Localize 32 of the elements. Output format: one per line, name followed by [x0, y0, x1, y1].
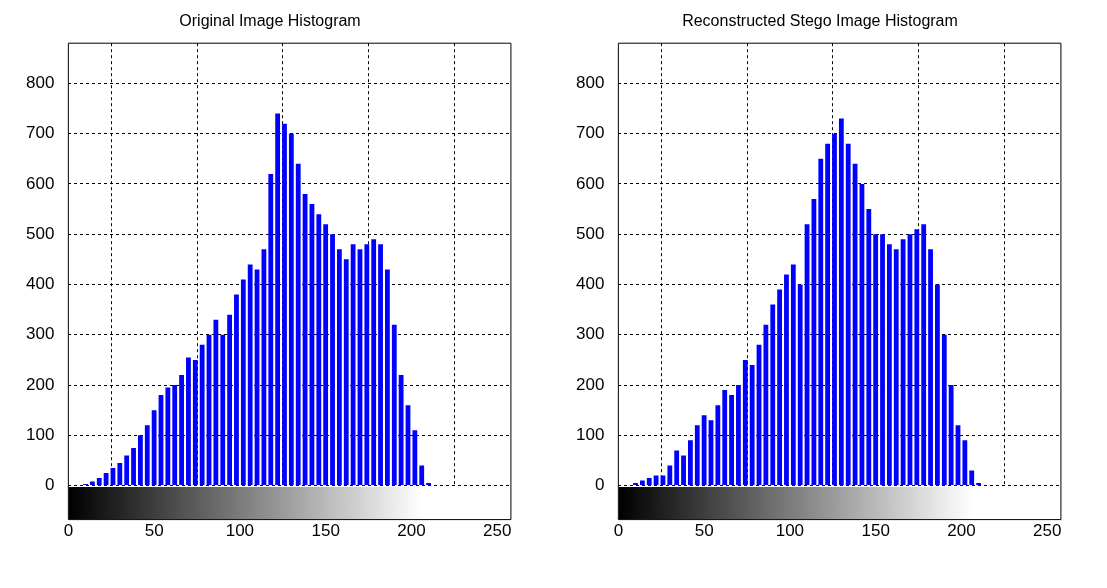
y-tick-label: 200 — [25, 374, 55, 394]
y-tick-label: 100 — [25, 425, 55, 445]
x-tick-label: 50 — [144, 521, 164, 541]
x-tick-label: 150 — [311, 521, 340, 541]
x-tick-label: 0 — [63, 521, 74, 541]
y-tick-label: 700 — [575, 123, 605, 143]
x-tick-label: 100 — [775, 521, 805, 541]
y-tick-label: 0 — [594, 475, 605, 495]
x-tick-label: 200 — [947, 521, 976, 541]
y-tick-label: 700 — [25, 123, 55, 143]
x-tick-label: 200 — [397, 521, 426, 541]
y-tick-label: 800 — [25, 73, 55, 93]
y-tick-label: 300 — [25, 324, 55, 344]
y-tick-label: 600 — [25, 173, 55, 193]
x-tick-label: 250 — [1033, 521, 1062, 541]
x-tick-label: 150 — [861, 521, 890, 541]
y-tick-label: 600 — [575, 173, 605, 193]
x-tick-label: 50 — [694, 521, 714, 541]
x-tick-label: 250 — [483, 521, 512, 541]
chart-title: Original Image Histogram — [179, 12, 361, 30]
y-tick-label: 100 — [575, 425, 605, 445]
y-tick-label: 300 — [575, 324, 605, 344]
y-tick-label: 400 — [575, 274, 605, 294]
y-tick-label: 500 — [575, 223, 605, 243]
x-tick-label: 0 — [613, 521, 624, 541]
y-tick-label: 500 — [25, 223, 55, 243]
y-tick-label: 400 — [25, 274, 55, 294]
y-tick-label: 800 — [575, 73, 605, 93]
y-tick-label: 200 — [575, 374, 605, 394]
x-tick-label: 100 — [225, 521, 255, 541]
chart-title: Reconstructed Stego Image Histogram — [682, 12, 958, 30]
y-tick-label: 0 — [44, 475, 55, 495]
